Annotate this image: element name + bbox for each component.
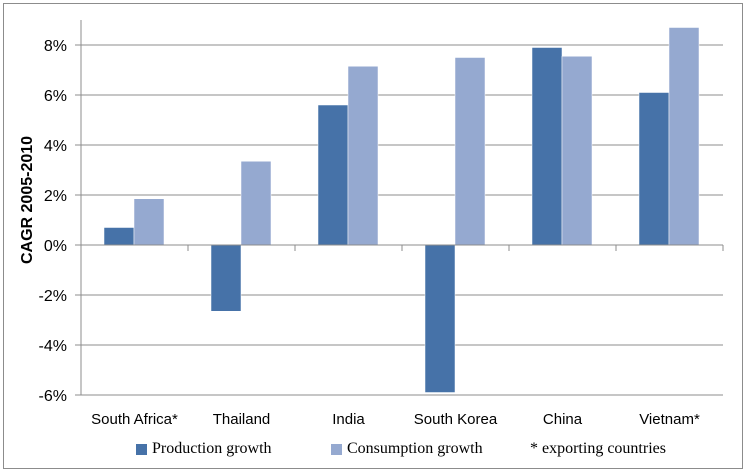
y-axis-title: CAGR 2005-2010 [19,136,36,264]
exporting-note: * exporting countries [530,440,666,457]
legend-label-consumption: Consumption growth [347,440,483,457]
x-tick-label: Thailand [213,411,271,428]
bar-consumption [454,57,486,246]
x-tick-label: Vietnam* [639,411,700,428]
bar-consumption [561,56,593,246]
bar-production [638,92,670,246]
bar-consumption [668,27,700,246]
bar-production [103,227,135,246]
x-tick-label: South Korea [414,411,498,428]
y-tick-label: -6% [39,388,67,405]
x-tick-label: China [543,411,583,428]
bar-production [531,47,563,246]
legend-label-production: Production growth [152,440,272,457]
y-tick-label: 2% [44,188,67,205]
bar-production [424,244,456,393]
chart-border [3,3,743,469]
y-tick-label: -2% [39,288,67,305]
bar-consumption [347,66,379,246]
legend-production: Production growth [136,440,272,458]
y-tick-label: 6% [44,88,67,105]
legend-swatch-production [136,443,147,455]
x-tick-label: India [332,411,365,428]
y-tick-label: 8% [44,38,67,55]
y-tick-label: 4% [44,138,67,155]
legend-annotation: * exporting countries [530,440,666,458]
y-tick-label: 0% [44,238,67,255]
x-tick-label: South Africa* [91,411,178,428]
y-tick-label: -4% [39,338,67,355]
bar-production [317,104,349,246]
bar-consumption [133,198,165,246]
legend-swatch-consumption [331,443,342,455]
bar-consumption [240,161,272,246]
bar-production [210,244,242,312]
legend-consumption: Consumption growth [331,440,483,458]
